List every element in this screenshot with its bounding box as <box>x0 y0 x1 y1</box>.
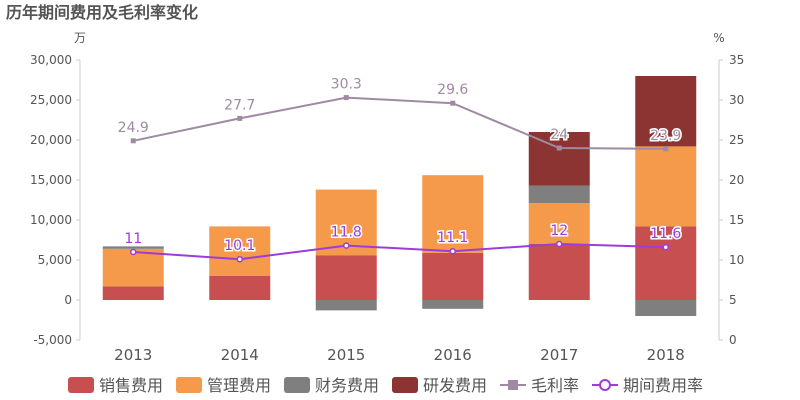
right-tick-label: 0 <box>729 333 737 347</box>
x-tick-label: 2015 <box>327 346 365 364</box>
data-point <box>343 95 349 101</box>
left-axis-unit: 万 <box>74 31 86 45</box>
x-tick-label: 2018 <box>647 346 685 364</box>
left-tick-label: 20,000 <box>30 133 72 147</box>
data-point <box>556 145 562 151</box>
chart-title: 历年期间费用及毛利率变化 <box>6 3 198 22</box>
data-point <box>556 240 563 248</box>
right-tick-label: 15 <box>729 213 744 227</box>
data-point <box>130 138 136 144</box>
data-point <box>237 115 243 121</box>
bar-segment <box>635 76 697 147</box>
data-point <box>236 255 243 263</box>
bar-segment <box>528 244 590 300</box>
legend-swatch <box>392 377 418 393</box>
data-label: 11.6 <box>650 226 681 242</box>
legend-label: 财务费用 <box>315 376 379 395</box>
legend-swatch <box>176 377 202 393</box>
bar-segment <box>102 246 164 249</box>
data-point <box>663 146 669 152</box>
left-tick-label: 10,000 <box>30 213 72 227</box>
legend: 销售费用 管理费用 财务费用 研发费用 毛利率 期间费用率 <box>68 376 703 395</box>
x-tick-label: 2016 <box>434 346 472 364</box>
x-tick-label: 2014 <box>221 346 259 364</box>
series-line <box>133 96 666 150</box>
bar-segment <box>528 132 590 186</box>
data-label: 11.1 <box>437 230 468 246</box>
bar-segment <box>315 300 377 311</box>
legend-label: 研发费用 <box>423 376 487 395</box>
legend-swatch <box>68 377 94 393</box>
legend-label: 毛利率 <box>531 376 579 395</box>
lines: 24.9 27.7 30.3 29.6 24 23.9 11 10.1 11.8 11.1 12 11… <box>116 75 683 263</box>
bar-segment <box>635 300 697 316</box>
data-label: 30.3 <box>331 77 362 93</box>
data-label: 12 <box>550 223 568 239</box>
data-label: 11 <box>124 231 142 247</box>
right-tick-label: 35 <box>729 53 744 67</box>
left-tick-label: 15,000 <box>30 173 72 187</box>
bar-segment <box>422 252 484 300</box>
x-tick-label: 2017 <box>540 346 578 364</box>
data-label: 24 <box>550 127 568 143</box>
data-label: 10.1 <box>224 238 255 254</box>
bar-segment <box>422 175 484 253</box>
right-axis-unit: % <box>713 31 724 45</box>
bar-segment <box>209 276 271 300</box>
left-tick-label: -5,000 <box>33 333 72 347</box>
data-point <box>450 100 456 106</box>
series-line <box>133 242 666 261</box>
bar-segment <box>635 146 697 227</box>
data-point <box>343 242 350 249</box>
right-tick-label: 5 <box>729 293 737 307</box>
legend-swatch <box>284 377 310 393</box>
legend-label: 管理费用 <box>207 376 271 395</box>
data-label: 23.9 <box>650 128 681 144</box>
bar-segment <box>528 203 590 244</box>
bar-segment <box>315 255 377 300</box>
bar-segment <box>528 185 590 204</box>
legend-label: 销售费用 <box>99 376 163 395</box>
axes: -5,000 0 5,000 10,000 15,000 20,000 25,000 30,0… <box>30 53 744 364</box>
bars <box>102 76 697 316</box>
left-tick-label: 30,000 <box>30 53 72 67</box>
bar-segment <box>102 286 164 300</box>
left-tick-label: 0 <box>64 293 72 307</box>
bar-segment <box>209 226 271 276</box>
bar-segment <box>422 300 484 309</box>
bar-segment <box>635 226 697 300</box>
right-tick-label: 30 <box>729 93 744 107</box>
right-tick-label: 20 <box>729 173 744 187</box>
right-tick-label: 10 <box>729 253 744 267</box>
x-tick-label: 2013 <box>114 346 152 364</box>
legend-marker <box>508 380 518 390</box>
data-point <box>449 247 456 255</box>
data-label: 11.8 <box>331 225 362 241</box>
data-label: 27.7 <box>224 97 255 113</box>
left-tick-label: 25,000 <box>30 93 72 107</box>
data-point <box>130 248 137 256</box>
data-label: 29.6 <box>437 82 468 98</box>
data-label: 24.9 <box>118 120 149 136</box>
data-point <box>662 243 669 251</box>
legend-label: 期间费用率 <box>623 376 703 395</box>
left-tick-label: 5,000 <box>38 253 72 267</box>
right-tick-label: 25 <box>729 133 744 147</box>
legend-marker <box>599 379 611 391</box>
